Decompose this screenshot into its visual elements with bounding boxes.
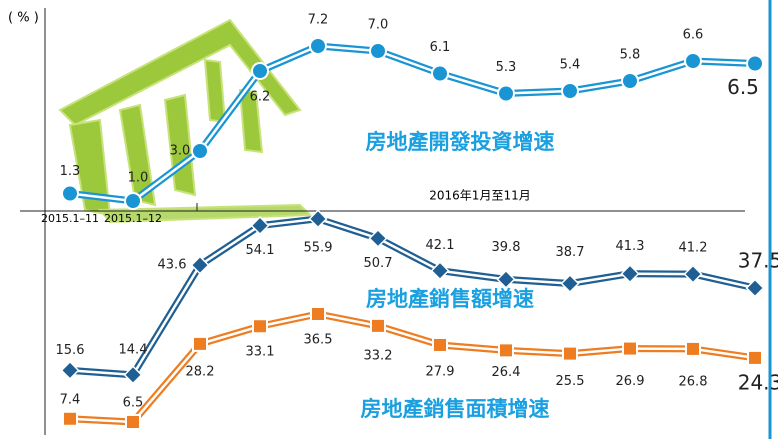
line-highlight xyxy=(69,217,756,377)
marker xyxy=(192,335,208,352)
data-label: 6.5 xyxy=(727,75,759,99)
data-label: 24.3 xyxy=(738,370,778,394)
marker xyxy=(560,273,580,294)
marker xyxy=(430,261,450,281)
data-label: 41.3 xyxy=(616,239,645,254)
marker xyxy=(125,414,141,430)
marker xyxy=(684,52,702,70)
data-label: 7.4 xyxy=(60,392,81,407)
marker xyxy=(431,64,449,83)
data-label: 54.1 xyxy=(246,243,275,258)
marker xyxy=(251,62,269,80)
marker xyxy=(191,142,209,160)
marker xyxy=(685,340,701,357)
period-annotation: 2016年1月至11月 xyxy=(429,189,530,203)
x-tick-label: 2015.1–12 xyxy=(104,212,162,225)
marker xyxy=(60,360,80,380)
data-label: 26.8 xyxy=(679,374,708,389)
marker xyxy=(561,82,579,100)
data-label: 36.5 xyxy=(304,333,333,348)
data-label: 3.0 xyxy=(170,144,191,159)
data-label: 5.8 xyxy=(620,48,641,63)
chart-title: 房地產銷售面積增速 xyxy=(361,397,550,421)
data-label: 6.2 xyxy=(250,90,271,105)
line-highlight xyxy=(69,312,756,424)
data-label: 42.1 xyxy=(426,238,455,253)
data-label: 1.0 xyxy=(128,171,149,186)
marker xyxy=(368,228,388,248)
data-label: 7.2 xyxy=(308,13,329,28)
chart-title: 房地產銷售額增速 xyxy=(366,287,534,311)
marker xyxy=(62,410,78,427)
data-label: 6.5 xyxy=(123,396,144,411)
data-label: 37.5 xyxy=(738,249,778,273)
marker xyxy=(252,318,268,335)
marker xyxy=(497,84,515,103)
data-label: 50.7 xyxy=(364,256,393,271)
marker xyxy=(250,216,270,236)
marker xyxy=(621,72,639,90)
marker xyxy=(620,264,640,284)
x-tick-label: 2015.1–11 xyxy=(41,212,99,225)
data-label: 6.1 xyxy=(430,40,451,55)
data-label: 33.2 xyxy=(364,348,393,363)
data-label: 6.6 xyxy=(683,28,704,43)
marker xyxy=(562,345,578,362)
marker xyxy=(61,184,79,203)
marker xyxy=(498,342,514,359)
data-label: 27.9 xyxy=(426,364,455,379)
data-label: 26.4 xyxy=(492,365,521,380)
data-label: 39.8 xyxy=(492,240,521,255)
marker xyxy=(124,192,142,210)
marker xyxy=(432,336,448,353)
marker xyxy=(309,37,327,55)
marker xyxy=(746,54,764,73)
data-label: 33.1 xyxy=(246,345,275,360)
data-label: 14.4 xyxy=(119,342,148,357)
data-label: 25.5 xyxy=(556,374,585,389)
marker xyxy=(190,255,210,275)
data-label: 15.6 xyxy=(56,343,85,358)
data-label: 41.2 xyxy=(679,241,708,256)
marker xyxy=(683,264,703,284)
marker xyxy=(308,209,328,229)
data-label: 1.3 xyxy=(60,164,81,179)
data-label: 26.9 xyxy=(616,374,645,389)
data-label: 55.9 xyxy=(304,240,333,255)
marker xyxy=(310,306,326,322)
data-label: 7.0 xyxy=(368,18,389,33)
marker xyxy=(369,42,387,60)
data-label: 43.6 xyxy=(158,258,187,273)
data-label: 28.2 xyxy=(186,364,215,379)
marker xyxy=(370,317,386,334)
marker xyxy=(747,349,763,366)
data-label: 5.3 xyxy=(496,60,517,75)
data-label: 5.4 xyxy=(560,58,581,73)
marker xyxy=(496,269,516,289)
marker xyxy=(622,340,638,357)
marker xyxy=(745,278,765,298)
y-axis-label: ( % ) xyxy=(8,11,39,26)
line-highlight xyxy=(69,44,756,203)
house-illustration xyxy=(58,18,313,224)
marker xyxy=(123,365,143,385)
data-label: 38.7 xyxy=(556,245,585,260)
chart-title: 房地產開發投資增速 xyxy=(366,130,555,154)
